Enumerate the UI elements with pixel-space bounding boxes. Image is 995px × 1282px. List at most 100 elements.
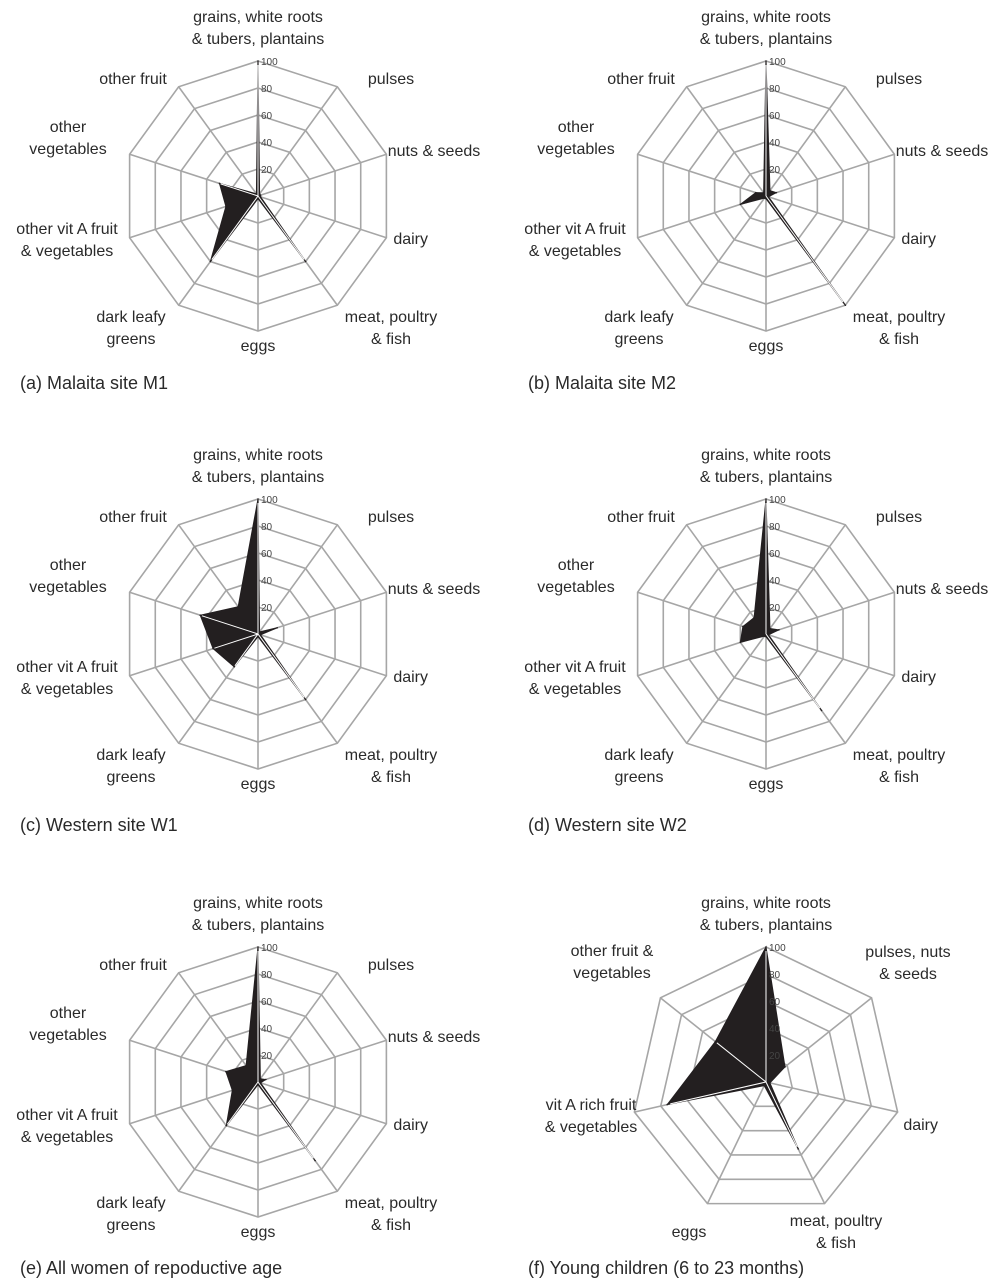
data-point [237, 605, 239, 608]
data-point [742, 625, 744, 628]
data-point [797, 1148, 800, 1150]
grid-spoke [257, 1081, 387, 1125]
category-label: other vit A fruit & vegetables [16, 659, 118, 698]
data-point [258, 193, 261, 195]
data-point [769, 627, 771, 630]
data-spoke-line [211, 195, 259, 260]
data-point [767, 634, 770, 636]
data-spoke-line [716, 1042, 767, 1083]
radial-tick-label: 20 [261, 1051, 273, 1062]
category-label: dark leafy greens [604, 747, 673, 786]
panel-caption: (e) All women of repoductive age [20, 1258, 282, 1278]
category-label: dairy [901, 231, 936, 248]
category-label: pulses [368, 957, 414, 974]
grid-spoke [686, 195, 767, 306]
category-label: eggs [749, 338, 784, 355]
data-point [844, 304, 847, 307]
category-label: pulses [876, 509, 922, 526]
panel-caption: (f) Young children (6 to 23 months) [528, 1258, 804, 1278]
category-label: other vit A fruit & vegetables [16, 1107, 118, 1146]
category-label: other fruit [99, 509, 167, 526]
category-label: other fruit [607, 71, 675, 88]
category-label: dairy [903, 1117, 938, 1134]
grid-ring [686, 1000, 846, 1156]
grid-spoke [257, 153, 387, 197]
data-point [775, 191, 778, 194]
data-point [765, 197, 767, 200]
data-point [257, 60, 259, 62]
data-point [767, 196, 770, 198]
grid-ring [659, 973, 873, 1181]
category-label: dark leafy greens [96, 747, 165, 786]
data-point [259, 194, 262, 196]
data-point [225, 205, 227, 208]
category-label: other vegetables [537, 557, 614, 596]
category-label: grains, white roots & tubers, plantains [192, 447, 325, 486]
category-label: pulses [876, 71, 922, 88]
data-spoke-line [670, 1081, 767, 1105]
category-label: other vit A fruit & vegetables [16, 221, 118, 260]
radial-tick-label: 20 [769, 603, 781, 614]
data-point [209, 260, 212, 263]
radial-tick-label: 20 [261, 165, 273, 176]
category-label: meat, poultry & fish [345, 309, 437, 348]
grid-spoke [765, 524, 846, 635]
radial-tick-label: 20 [769, 165, 781, 176]
grid-spoke [765, 1081, 898, 1113]
grid-spoke [257, 195, 387, 239]
category-label: other vegetables [29, 557, 106, 596]
category-label: grains, white roots & tubers, plantains [700, 895, 833, 934]
data-spoke-line [220, 183, 259, 197]
data-point [778, 629, 780, 631]
data-point [763, 197, 766, 199]
data-spoke-line [765, 633, 821, 709]
data-point [666, 1103, 669, 1106]
data-point [257, 946, 259, 948]
data-spoke-line [201, 615, 259, 635]
category-label: eggs [241, 1224, 276, 1241]
data-point [218, 182, 221, 185]
radial-tick-label: 60 [769, 111, 781, 122]
grid-spoke [257, 1039, 387, 1083]
panel-caption: (a) Malaita site M1 [20, 373, 168, 393]
radial-tick-label: 60 [769, 549, 781, 560]
data-point [259, 196, 262, 198]
data-point [233, 665, 235, 668]
grid-spoke [765, 86, 846, 197]
grid-spoke [178, 972, 259, 1083]
data-spoke-line [226, 1081, 259, 1125]
category-label: other fruit [99, 957, 167, 974]
category-label: eggs [749, 776, 784, 793]
category-label: grains, white roots & tubers, plantains [192, 895, 325, 934]
category-label: other vit A fruit & vegetables [524, 659, 626, 698]
grid-spoke [686, 633, 767, 744]
grid-spoke [257, 633, 387, 677]
data-spoke-line [765, 195, 844, 303]
data-point [304, 698, 307, 701]
data-point [765, 946, 767, 948]
data-point [225, 1070, 227, 1073]
radial-tick-label: 80 [769, 84, 781, 95]
grid-spoke [686, 524, 767, 635]
category-label: dairy [393, 231, 428, 248]
category-label: other fruit [607, 509, 675, 526]
category-label: nuts & seeds [388, 143, 481, 160]
radial-tick-label: 40 [769, 576, 781, 587]
radial-tick-label: 40 [261, 138, 273, 149]
data-point [264, 1078, 267, 1081]
data-point [245, 1064, 247, 1067]
category-label: nuts & seeds [388, 581, 481, 598]
data-point [784, 1066, 786, 1068]
grid-spoke [765, 591, 895, 635]
data-point [739, 641, 742, 644]
grid-spoke [765, 195, 895, 239]
grid-spoke [706, 1081, 767, 1204]
data-point [753, 616, 755, 619]
grid-spoke [257, 972, 338, 1083]
category-label: meat, poultry & fish [345, 1195, 437, 1234]
radial-tick-label: 100 [261, 495, 278, 506]
panel-caption: (c) Western site W1 [20, 815, 178, 835]
data-point [304, 260, 307, 263]
radial-tick-label: 40 [261, 1024, 273, 1035]
category-label: other vegetables [29, 119, 106, 158]
